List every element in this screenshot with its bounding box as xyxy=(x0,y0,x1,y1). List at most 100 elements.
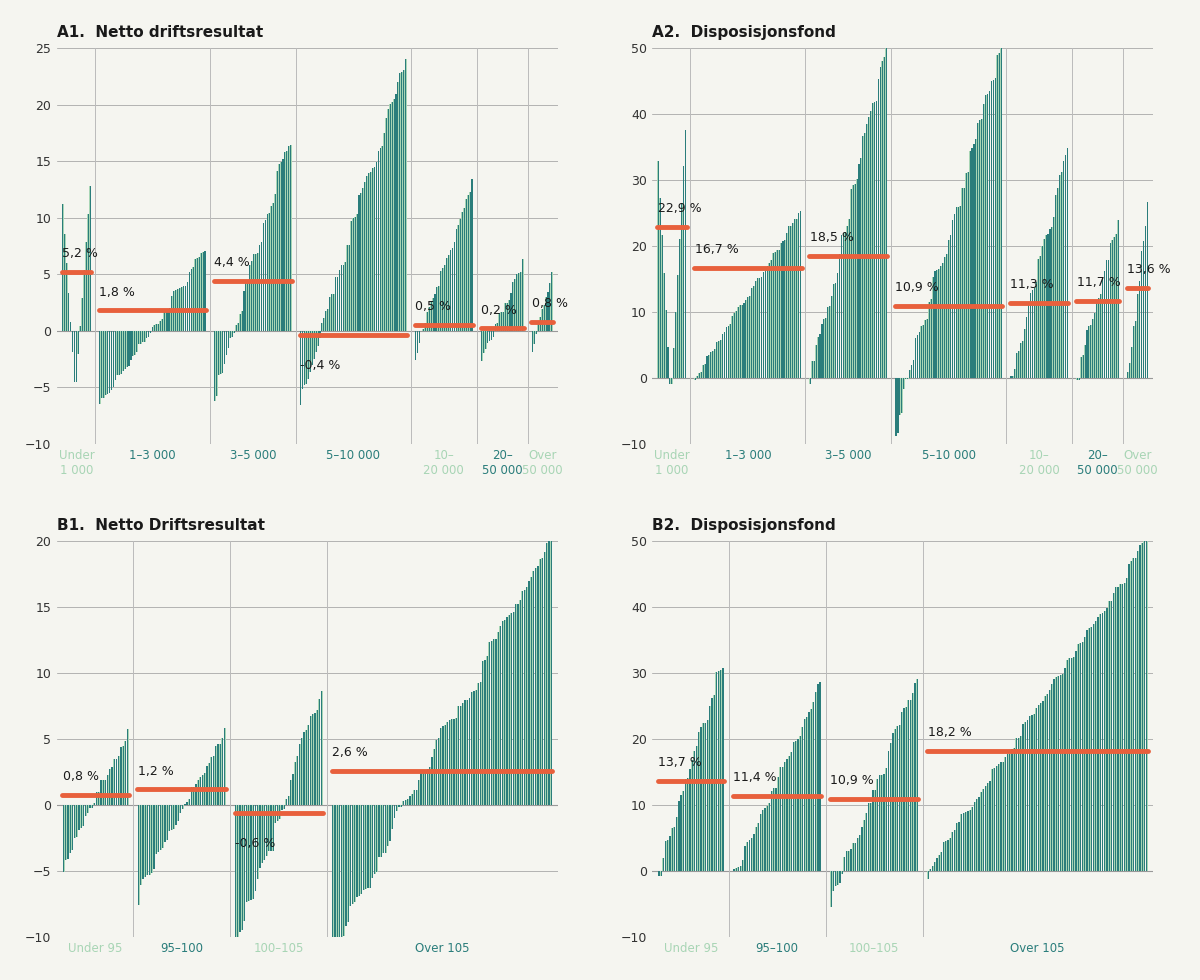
Bar xyxy=(857,839,858,871)
Bar xyxy=(938,270,940,378)
Bar xyxy=(875,790,876,871)
Bar xyxy=(550,282,551,330)
Bar xyxy=(910,701,911,871)
Bar xyxy=(784,240,786,378)
Bar xyxy=(1109,602,1110,871)
Bar xyxy=(326,310,329,330)
Bar xyxy=(80,806,82,828)
Bar xyxy=(702,366,704,378)
Text: 0,5 %: 0,5 % xyxy=(415,300,451,314)
Bar xyxy=(175,290,176,330)
Bar xyxy=(540,559,541,806)
Bar xyxy=(550,534,552,806)
Bar xyxy=(103,780,104,806)
Bar xyxy=(156,324,157,330)
Bar xyxy=(74,806,76,838)
Bar xyxy=(259,806,260,868)
Bar xyxy=(270,206,272,330)
Bar xyxy=(204,251,206,330)
Bar xyxy=(398,806,400,808)
Bar xyxy=(821,323,823,378)
Bar xyxy=(980,792,982,871)
Bar xyxy=(1080,643,1081,871)
Bar xyxy=(814,361,815,378)
Text: 1,8 %: 1,8 % xyxy=(100,285,136,299)
Bar xyxy=(290,145,292,330)
Bar xyxy=(440,728,442,806)
Bar xyxy=(522,259,523,330)
Bar xyxy=(144,330,145,342)
Bar xyxy=(1141,543,1142,871)
Bar xyxy=(1042,246,1043,378)
Bar xyxy=(689,769,690,871)
Bar xyxy=(433,750,434,806)
Bar xyxy=(259,806,260,868)
Bar xyxy=(401,72,403,330)
Bar xyxy=(683,167,684,378)
Bar xyxy=(443,726,444,806)
Bar xyxy=(1020,343,1021,378)
Bar xyxy=(949,235,952,378)
Bar xyxy=(1128,564,1129,871)
Text: A2.  Disposisjonsfond: A2. Disposisjonsfond xyxy=(653,25,836,40)
Bar xyxy=(952,832,953,871)
Bar xyxy=(475,691,478,806)
Bar xyxy=(290,780,292,806)
Bar xyxy=(450,250,451,330)
Bar xyxy=(943,842,944,871)
Bar xyxy=(1043,239,1045,378)
Bar xyxy=(914,683,916,871)
Bar xyxy=(1130,561,1132,871)
Bar xyxy=(73,330,76,381)
Bar xyxy=(994,768,995,871)
Bar xyxy=(1020,736,1022,871)
Bar xyxy=(498,632,499,806)
Bar xyxy=(970,810,971,871)
Bar xyxy=(451,719,452,806)
Bar xyxy=(145,330,148,338)
Bar xyxy=(811,709,812,871)
Bar xyxy=(991,769,992,871)
Bar xyxy=(1079,378,1080,379)
Bar xyxy=(976,800,977,871)
Bar xyxy=(713,695,715,871)
Bar xyxy=(917,679,918,871)
Bar xyxy=(1110,243,1111,378)
Bar xyxy=(1076,378,1078,380)
Bar xyxy=(215,746,217,806)
Bar xyxy=(991,769,994,871)
Bar xyxy=(79,325,82,330)
Bar xyxy=(530,577,533,806)
Bar xyxy=(970,810,971,871)
Bar xyxy=(413,790,415,806)
Bar xyxy=(712,351,714,378)
Bar xyxy=(938,855,941,871)
Bar xyxy=(702,723,704,871)
Bar xyxy=(522,591,523,806)
Bar xyxy=(839,871,840,883)
Bar xyxy=(515,604,516,806)
Bar xyxy=(454,719,455,806)
Bar xyxy=(167,806,168,840)
Bar xyxy=(835,283,836,378)
Bar xyxy=(912,693,913,871)
Bar xyxy=(1057,188,1058,378)
Bar xyxy=(936,858,937,871)
Bar xyxy=(517,604,520,806)
Bar xyxy=(685,130,686,378)
Bar xyxy=(1117,587,1118,871)
Bar xyxy=(358,195,360,330)
Bar xyxy=(824,318,827,378)
Bar xyxy=(671,828,673,871)
Bar xyxy=(737,307,739,378)
Bar xyxy=(667,347,668,378)
Bar xyxy=(916,679,918,871)
Bar xyxy=(520,601,521,806)
Bar xyxy=(665,310,667,378)
Bar xyxy=(493,639,494,806)
Bar xyxy=(782,767,784,871)
Bar xyxy=(382,146,383,330)
Bar xyxy=(497,323,498,330)
Bar xyxy=(547,292,548,330)
Bar xyxy=(534,330,535,344)
